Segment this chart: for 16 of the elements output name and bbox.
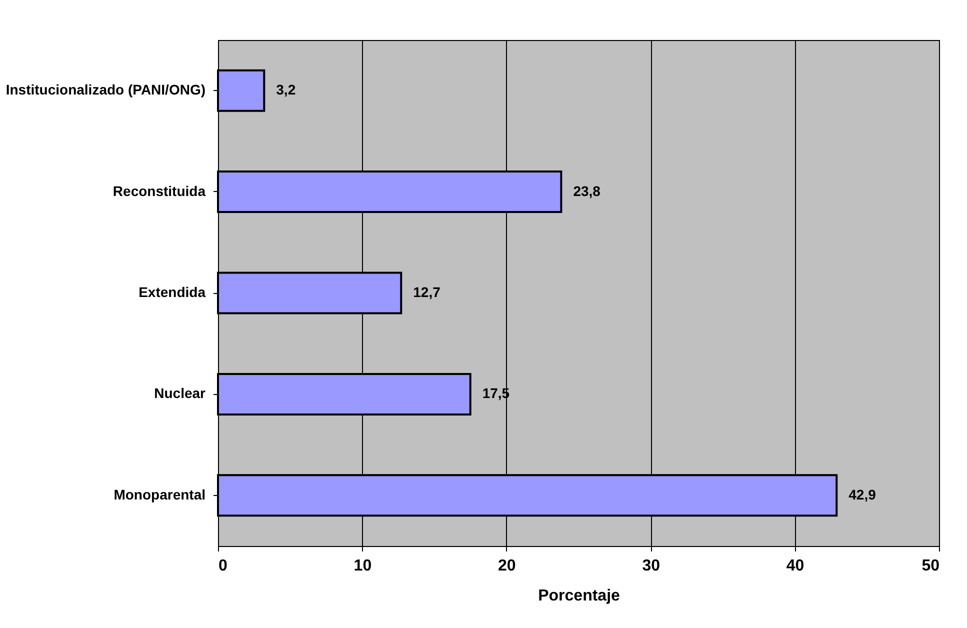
data-label: 12,7	[413, 284, 441, 300]
y-tick-label: Nuclear	[154, 385, 206, 402]
data-label: 23,8	[573, 182, 601, 199]
y-tick-label: Extendida	[138, 284, 206, 300]
y-tick-label: Institucionalizado (PANI/ONG)	[6, 82, 206, 98]
x-tick-label: 0	[218, 558, 228, 574]
data-label: 3,2	[276, 82, 296, 98]
x-tick-label: 50	[922, 558, 940, 574]
x-tick-label: 10	[354, 558, 372, 574]
x-tick-label: 20	[498, 558, 516, 574]
y-tick-label: Monoparental	[114, 486, 206, 502]
y-tick-label: Reconstituida	[112, 182, 206, 199]
data-label: 42,9	[848, 486, 876, 502]
x-axis-title: Porcentaje	[538, 588, 620, 604]
x-tick-label: 40	[786, 558, 804, 574]
x-tick-label: 30	[642, 558, 660, 574]
